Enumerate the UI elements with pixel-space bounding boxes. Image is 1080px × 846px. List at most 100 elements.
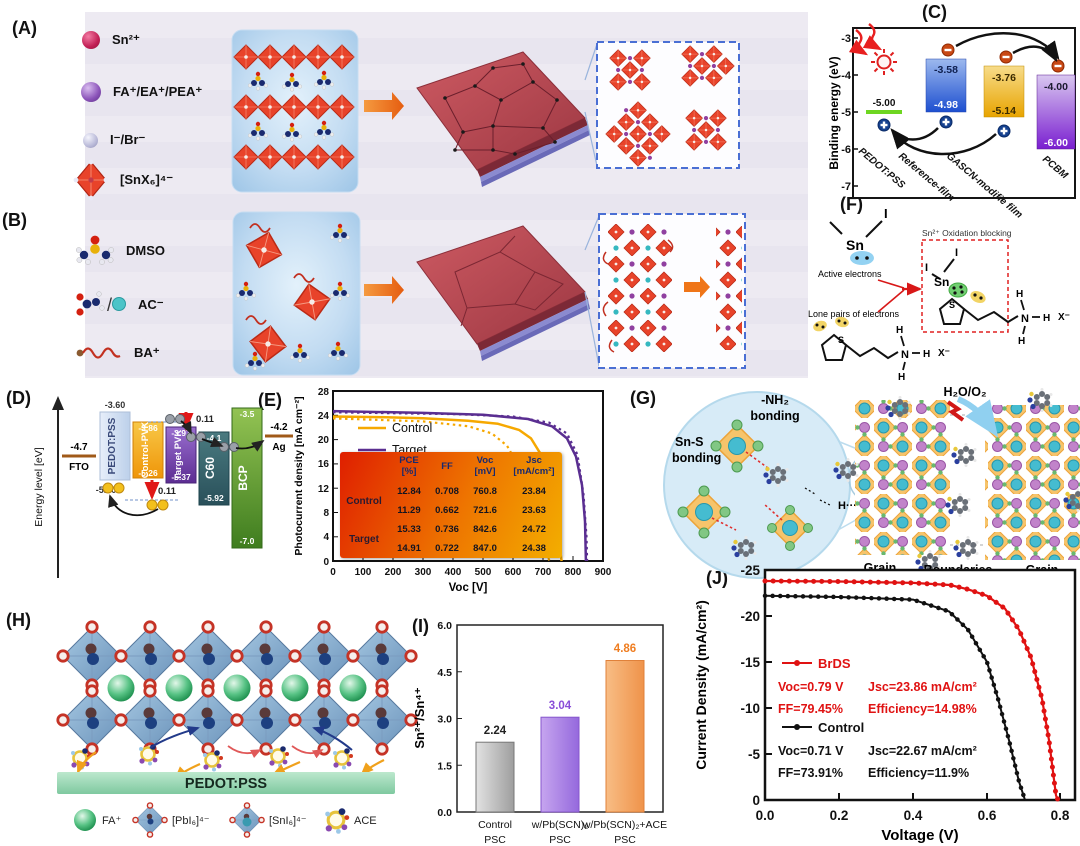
control-curve: [764, 594, 1026, 801]
brds-voc: Voc=0.79 V: [778, 680, 844, 694]
svg-text:900: 900: [595, 567, 612, 578]
panel-j-chart: Current Density (mA/cm²) Voltage (V) -25…: [693, 563, 1077, 844]
perovskite-film-a: [416, 51, 590, 187]
col-header-pce: PCE [%]: [399, 455, 419, 477]
control-top: -3.86: [138, 423, 158, 433]
legend-item-octahedron: [SnX₆]⁴⁻: [73, 159, 174, 201]
c60-label: C60: [203, 457, 217, 479]
acetate-icon: /: [76, 291, 126, 316]
target-top: -3.97: [171, 428, 191, 438]
h-label: H: [1016, 289, 1023, 300]
svg-text:PSC: PSC: [484, 834, 506, 846]
svg-text:0: 0: [323, 557, 329, 568]
cell: 11.29: [397, 505, 421, 516]
ctrl-name: Control: [818, 720, 864, 735]
ctrl-ff: FF=73.91%: [778, 766, 843, 780]
legend-label: [SnX₆]⁴⁻: [120, 172, 174, 187]
svg-text:PSC: PSC: [549, 834, 571, 846]
light-arrow: [848, 29, 869, 56]
svg-text:200: 200: [385, 567, 402, 578]
svg-text:28: 28: [318, 387, 330, 398]
ace-icon: [323, 806, 351, 836]
cell: 0.722: [435, 543, 459, 554]
legend-label: FA⁺: [102, 815, 121, 827]
h-label: H: [898, 372, 905, 383]
panel-h-tag: (H): [6, 610, 31, 630]
panel-j-tag: (J): [706, 568, 728, 588]
col-header-jsc: Jsc [mA/cm²]: [513, 455, 555, 477]
legend-label: ACE: [354, 815, 377, 827]
j-y-ticks: -25 -20 -15 -10 -5 0: [740, 563, 772, 808]
active-electrons-highlight: [850, 251, 874, 265]
svg-text:700: 700: [535, 567, 552, 578]
layered-perovskite-rows: [233, 44, 355, 170]
anchoring-arrow: [360, 759, 385, 776]
cell: 847.0: [473, 543, 497, 554]
lone-pair-highlight: [813, 320, 827, 332]
svg-text:-5: -5: [748, 747, 760, 762]
ingress-arrow: [956, 396, 999, 438]
svg-text:0.0: 0.0: [437, 807, 452, 819]
row-group-control: Control: [346, 495, 382, 507]
ref-lumo: -3.58: [934, 64, 958, 76]
brds-eff: Efficiency=14.98%: [868, 702, 977, 716]
h2o-o2-label: H₂O/O₂: [943, 385, 986, 399]
svg-text:12: 12: [318, 484, 330, 495]
svg-text:300: 300: [415, 567, 432, 578]
panel-c-tag: (C): [922, 2, 947, 22]
target-bottom: -5.37: [171, 472, 191, 482]
legend-label: FA⁺/EA⁺/PEA⁺: [113, 84, 203, 99]
e-x-ticks: 0 100 200 300 400 500 600 700 800 900: [330, 556, 612, 578]
svg-text:-15: -15: [740, 655, 760, 670]
svg-text:8: 8: [323, 508, 329, 519]
lone-pairs-label: Lone pairs of electrons: [808, 309, 900, 319]
cell: 24.72: [522, 524, 546, 535]
svg-text:1.5: 1.5: [437, 760, 452, 772]
svg-text:4.5: 4.5: [437, 667, 452, 679]
panel-a-tag: (A): [12, 18, 37, 38]
blocking-label: Sn²⁺ Oxidation blocking: [922, 228, 1012, 238]
offset-top-value: 0.11: [196, 414, 215, 425]
svg-text:0.2: 0.2: [830, 808, 849, 823]
sn-ion-icon: [82, 31, 100, 49]
cell: 0.736: [435, 524, 459, 535]
pedot-level-line: [866, 110, 902, 114]
svg-text:Control: Control: [478, 819, 512, 831]
svg-text:100: 100: [355, 567, 372, 578]
panel-a-illustration: [231, 29, 740, 193]
panel-d-diagram: Energy level [eV] -4.7 FTO PEDOT:PSS -3.…: [33, 396, 293, 578]
nitrogen-label: N: [901, 349, 909, 361]
panel-b-tag: (B): [2, 210, 27, 230]
cell: 15.33: [397, 524, 421, 535]
legend-label: [PbI₆]⁴⁻: [172, 815, 210, 827]
lone-pair-highlight: [835, 316, 849, 328]
grain-boundary-dots: [443, 62, 559, 156]
svg-text:/: /: [107, 295, 112, 315]
svg-text:24: 24: [318, 411, 330, 422]
svg-text:-6: -6: [841, 144, 851, 156]
blocked-ingress-icon: [946, 400, 965, 422]
blocked-electrons-highlight: [948, 282, 968, 298]
panel-i-tag: (I): [412, 616, 429, 636]
svg-text:0.6: 0.6: [978, 808, 997, 823]
brds-name: BrDS: [818, 656, 851, 671]
sns-bonding-label: Sn-S: [675, 435, 703, 449]
control-psc-bar: [475, 741, 515, 813]
panel-b-illustration: [232, 211, 746, 376]
svg-text:4: 4: [323, 532, 329, 543]
d-y-axis-label: Energy level [eV]: [33, 447, 45, 526]
legend-item-cations: FA⁺/EA⁺/PEA⁺: [81, 72, 202, 112]
nh2-bonding-label: -NH₂: [761, 393, 789, 407]
svg-text:0.0: 0.0: [756, 808, 775, 823]
svg-text:-10: -10: [740, 701, 760, 716]
grain-lattice-left: [855, 400, 950, 555]
j-x-ticks: 0.0 0.2 0.4 0.6 0.8: [756, 793, 1070, 823]
svg-text:w/Pb(SCN)₂+ACE: w/Pb(SCN)₂+ACE: [582, 819, 667, 831]
i-x-labels: Control PSC w/Pb(SCN)₂ PSC w/Pb(SCN)₂+AC…: [478, 819, 667, 846]
process-arrow: [364, 92, 404, 120]
electron-transfer-arrow: [1012, 42, 1058, 63]
fto-label: FTO: [69, 462, 89, 473]
hole-pairs: [102, 482, 169, 511]
anchoring-arrow: [76, 751, 97, 775]
dmso-molecule-icon: [75, 235, 115, 265]
